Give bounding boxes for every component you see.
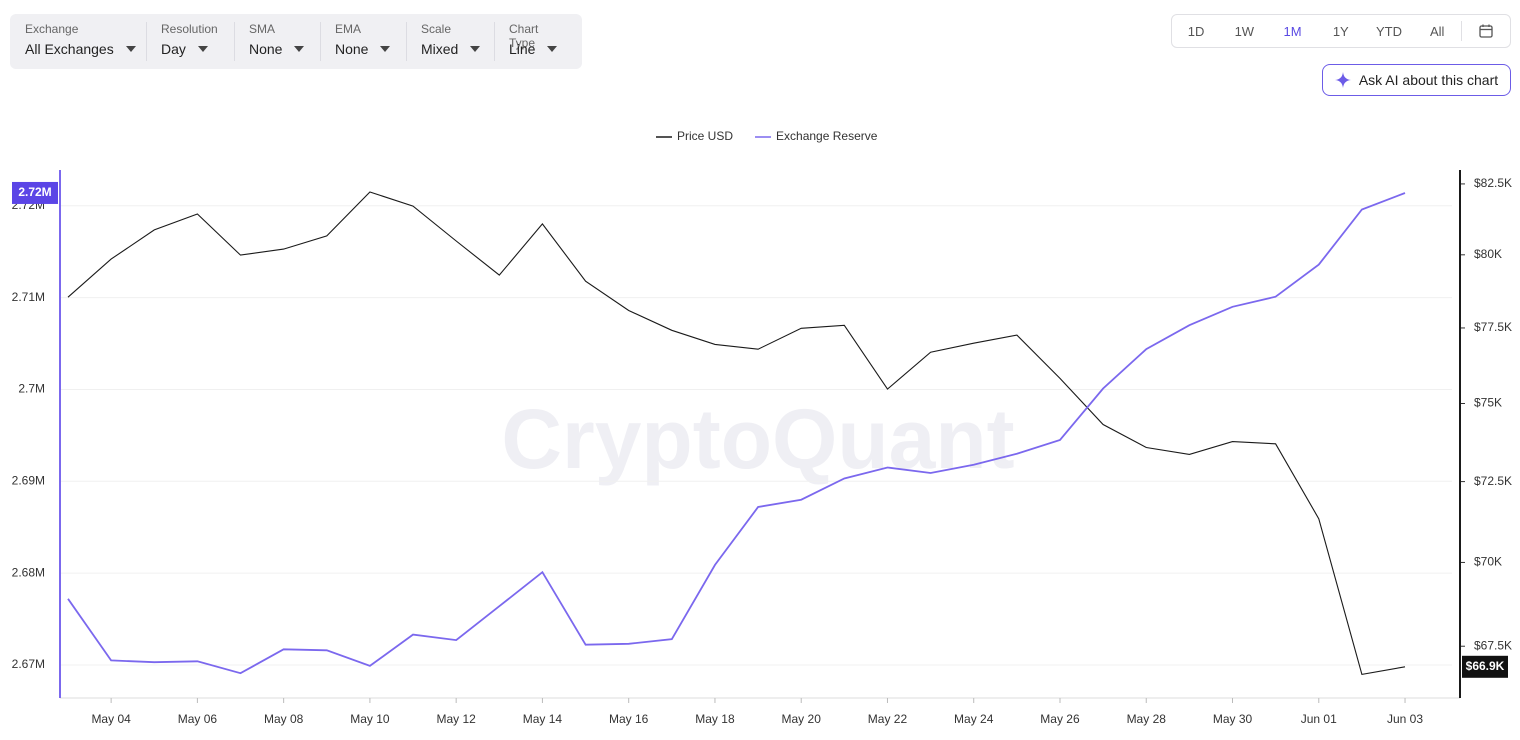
series-line	[67, 192, 1406, 675]
y-tick-label: 2.69M	[12, 473, 45, 487]
caret	[125, 46, 136, 52]
y2-tick-label: $72.5K	[1474, 474, 1512, 488]
dropdown[interactable]: Exchange All Exchanges	[10, 14, 146, 69]
range-button[interactable]: 1D	[1187, 23, 1205, 39]
last-value-box	[12, 181, 58, 204]
dropdown[interactable]: Chart Type Line	[494, 14, 582, 69]
y2-tick-label: $77.5K	[1474, 320, 1512, 334]
dropdown[interactable]: EMA None	[320, 14, 406, 69]
caret	[380, 46, 391, 52]
x-tick-label: May 16	[609, 712, 649, 726]
dropdown-value: Day	[161, 41, 186, 57]
y2-tick-label: $70K	[1474, 555, 1502, 569]
series-line	[67, 191, 1406, 676]
x-tick-label: May 30	[1213, 712, 1253, 726]
dropdown-value-row: Mixed	[421, 41, 481, 57]
dropdown-value-row: Day	[161, 41, 219, 57]
range-button[interactable]: 1Y	[1332, 23, 1349, 39]
x-tick-label: May 06	[178, 712, 218, 726]
caret	[547, 46, 558, 52]
range-button[interactable]: YTD	[1375, 23, 1402, 39]
y2-tick-label: $82.5K	[1474, 176, 1512, 190]
range-button[interactable]: 1W	[1234, 23, 1255, 39]
dropdown-value-row: Line	[509, 41, 567, 57]
x-tick-label: May 12	[436, 712, 476, 726]
dropdown-value-row: None	[335, 41, 391, 57]
dropdown-value-row: All Exchanges	[25, 41, 136, 57]
x-tick-label: May 20	[782, 712, 822, 726]
ask-ai-label: Ask AI about this chart	[1358, 72, 1499, 88]
x-tick-label: May 04	[91, 712, 131, 726]
x-tick-label: Jun 01	[1301, 712, 1337, 726]
dropdown-value-row: None	[249, 41, 305, 57]
x-tick-label: May 18	[695, 712, 735, 726]
dropdown[interactable]: Resolution Day	[146, 14, 234, 69]
x-tick-label: May 08	[264, 712, 304, 726]
dropdown-value: Mixed	[421, 41, 459, 57]
caret	[294, 46, 305, 52]
caret	[470, 46, 481, 52]
toolbar: Exchange All Exchanges Resolution Day SMA Non…	[10, 14, 582, 69]
ask-ai-button[interactable]: Ask AI about this chart	[1322, 64, 1511, 96]
legend-label: Exchange Reserve	[776, 129, 878, 143]
range-button[interactable]: All	[1429, 23, 1445, 39]
caret	[197, 46, 208, 52]
x-tick-label: May 14	[523, 712, 563, 726]
x-tick-label: May 26	[1040, 712, 1080, 726]
dropdown-value: Line	[509, 41, 536, 57]
dropdown-label: Chart Type	[509, 22, 539, 50]
calendar-icon	[1479, 24, 1493, 38]
sparkle-icon	[1334, 72, 1351, 88]
last-value-box	[1462, 655, 1508, 678]
dropdown-value: None	[335, 41, 369, 57]
dropdown-label: Exchange	[25, 22, 79, 36]
dropdown-label: EMA	[335, 22, 362, 36]
dropdown[interactable]: Scale Mixed	[406, 14, 494, 69]
y-tick-label: 2.7M	[18, 382, 45, 396]
range-selector: 1D 1W 1M 1Y YTD All	[1171, 14, 1511, 48]
y2-tick-label: $67.5K	[1474, 638, 1512, 652]
range-button[interactable]: 1M	[1283, 23, 1302, 39]
dropdown[interactable]: SMA None	[234, 14, 320, 69]
last-value-label: 2.72M	[18, 185, 51, 199]
x-tick-label: May 28	[1127, 712, 1167, 726]
x-tick-label: May 22	[868, 712, 908, 726]
dropdown-value: None	[249, 41, 283, 57]
dropdown-value: All Exchanges	[25, 41, 114, 57]
dropdown-label: Scale	[421, 22, 452, 36]
calendar-button[interactable]	[1461, 21, 1510, 41]
last-value-label: $66.9K	[1466, 659, 1505, 673]
y2-tick-label: $75K	[1474, 396, 1502, 410]
watermark: CryptoQuant	[501, 392, 1014, 486]
x-tick-label: Jun 03	[1387, 712, 1423, 726]
dropdown-label: Resolution	[161, 22, 218, 36]
y2-tick-label: $80K	[1474, 247, 1502, 261]
legend-label: Price USD	[677, 129, 733, 143]
y-tick-label: 2.67M	[12, 657, 45, 671]
y-tick-label: 2.68M	[12, 565, 45, 579]
y-tick-label: 2.71M	[12, 290, 45, 304]
dropdown-label: SMA	[249, 22, 276, 36]
x-tick-label: May 10	[350, 712, 390, 726]
x-tick-label: May 24	[954, 712, 994, 726]
